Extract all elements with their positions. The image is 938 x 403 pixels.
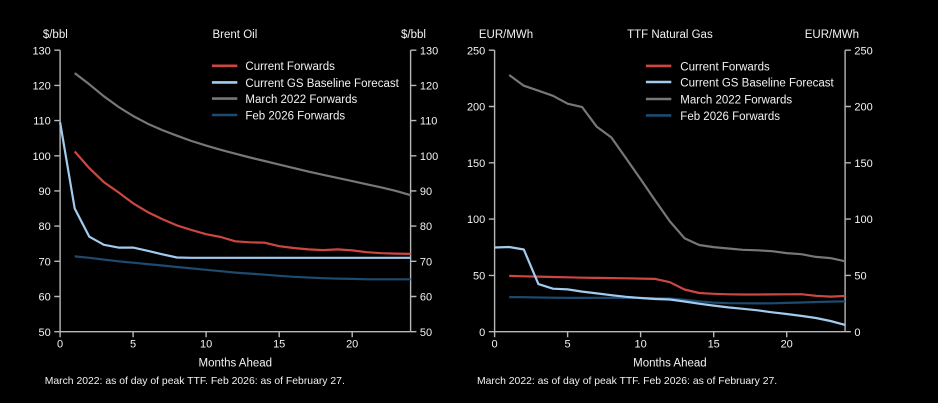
svg-text:100: 100 [32,151,50,163]
svg-text:Months Ahead: Months Ahead [633,357,707,369]
svg-text:15: 15 [708,339,720,351]
svg-text:$/bbl: $/bbl [401,29,426,41]
svg-text:15: 15 [273,339,285,351]
svg-text:90: 90 [420,186,432,198]
svg-text:March 2022: as of day of peak: March 2022: as of day of peak TTF. Feb 2… [45,376,345,387]
svg-text:110: 110 [420,116,438,128]
svg-text:20: 20 [781,339,793,351]
svg-text:60: 60 [39,292,51,304]
svg-text:5: 5 [565,339,571,351]
svg-text:Brent Oil: Brent Oil [213,29,258,41]
svg-text:90: 90 [39,186,51,198]
svg-text:TTF Natural Gas: TTF Natural Gas [627,29,713,41]
svg-text:0: 0 [57,339,63,351]
svg-text:20: 20 [346,339,358,351]
svg-text:Feb 2026 Forwards: Feb 2026 Forwards [245,110,345,122]
svg-text:150: 150 [467,158,485,170]
svg-text:70: 70 [39,256,51,268]
svg-text:EUR/MWh: EUR/MWh [479,29,533,41]
svg-text:5: 5 [130,339,136,351]
svg-text:0: 0 [479,327,485,339]
svg-text:120: 120 [420,81,438,93]
svg-text:110: 110 [33,116,51,128]
svg-text:50: 50 [39,327,51,339]
svg-text:Months Ahead: Months Ahead [199,357,273,369]
svg-text:50: 50 [420,327,432,339]
svg-text:Current GS Baseline Forecast: Current GS Baseline Forecast [245,78,399,90]
svg-text:80: 80 [420,221,432,233]
svg-text:10: 10 [200,339,212,351]
svg-text:Current GS Baseline Forecast: Current GS Baseline Forecast [680,77,834,89]
svg-text:200: 200 [854,102,872,114]
svg-text:120: 120 [32,81,50,93]
svg-text:$/bbl: $/bbl [43,29,68,41]
svg-text:130: 130 [420,45,438,57]
svg-text:130: 130 [32,45,50,57]
svg-text:80: 80 [39,221,51,233]
svg-text:100: 100 [467,214,485,226]
svg-text:200: 200 [467,102,485,114]
svg-text:250: 250 [854,45,872,57]
svg-text:March 2022 Forwards: March 2022 Forwards [245,94,357,106]
svg-text:60: 60 [420,292,432,304]
svg-text:10: 10 [634,339,646,351]
svg-text:0: 0 [854,327,860,339]
svg-text:150: 150 [854,158,872,170]
svg-text:March 2022 Forwards: March 2022 Forwards [680,94,792,106]
svg-text:Current Forwards: Current Forwards [680,61,770,73]
svg-text:50: 50 [473,271,485,283]
svg-text:March 2022: as of day of peak: March 2022: as of day of peak TTF. Feb 2… [477,376,777,387]
svg-text:Feb 2026 Forwards: Feb 2026 Forwards [680,111,780,123]
svg-text:100: 100 [420,151,438,163]
svg-text:100: 100 [854,214,872,226]
svg-text:250: 250 [467,45,485,57]
svg-text:70: 70 [420,256,432,268]
svg-text:EUR/MWh: EUR/MWh [805,29,859,41]
svg-text:0: 0 [492,339,498,351]
svg-text:50: 50 [854,271,866,283]
svg-text:Current Forwards: Current Forwards [245,61,335,73]
